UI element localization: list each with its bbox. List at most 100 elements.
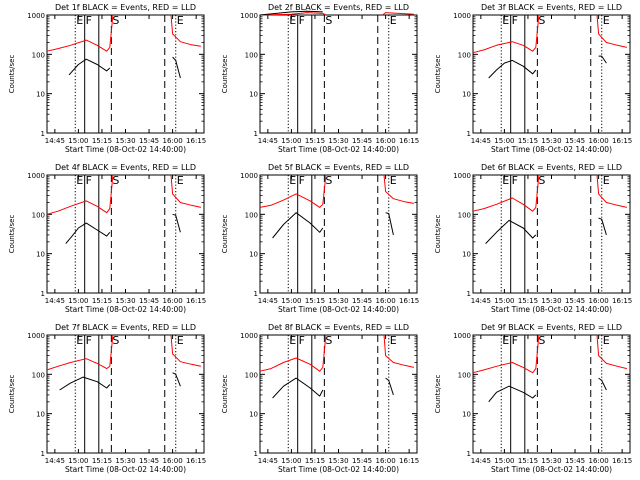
lld-series-line (259, 193, 324, 208)
time-marker-label: S (112, 14, 119, 27)
detector-panel: Det 6f BLACK = Events, RED = LLD 1 10 100 10… (434, 163, 632, 314)
time-marker-label: E (289, 174, 296, 187)
x-tick-label: 16:15 (399, 137, 419, 145)
events-series-line (272, 212, 324, 239)
y-tick-label: 1 (467, 130, 471, 138)
y-tick-label: 10 (249, 91, 258, 99)
time-marker-label: E (390, 334, 397, 347)
x-tick-label: 15:30 (115, 137, 135, 145)
x-tick-label: 15:45 (565, 297, 585, 305)
x-tick-label: 15:00 (494, 137, 514, 145)
y-tick-label: 10 (462, 91, 471, 99)
x-tick-label: 16:00 (163, 137, 183, 145)
time-marker-label: F (299, 174, 305, 187)
lld-series-line (109, 14, 114, 48)
x-tick-label: 15:15 (305, 457, 325, 465)
time-marker-label: S (538, 174, 545, 187)
x-tick-label: 15:00 (68, 137, 88, 145)
time-marker-label: S (325, 334, 332, 347)
lld-series-line (383, 174, 414, 204)
time-marker-label: F (86, 14, 92, 27)
x-tick-label: 15:00 (494, 457, 514, 465)
time-marker-label: E (603, 174, 610, 187)
detector-panel: Det 5f BLACK = Events, RED = LLD 1 10 100 10… (221, 163, 419, 314)
y-tick-label: 100 (458, 51, 471, 59)
detector-panel: Det 9f BLACK = Events, RED = LLD 1 10 100 10… (434, 323, 632, 474)
x-tick-label: 16:15 (186, 297, 206, 305)
y-tick-label: 1 (254, 450, 258, 458)
y-tick-label: 1000 (27, 12, 45, 20)
x-tick-label: 14:45 (45, 297, 65, 305)
y-tick-label: 10 (36, 411, 45, 419)
plot-frame (46, 14, 205, 134)
time-marker-label: E (502, 334, 509, 347)
detector-panel: Det 8f BLACK = Events, RED = LLD 1 10 100 10… (221, 323, 419, 474)
x-tick-label: 15:00 (281, 457, 301, 465)
lld-series-line (596, 14, 628, 48)
x-axis-label: Start Time (08-Oct-02 14:40:00) (65, 305, 186, 314)
y-axis-label: Counts/sec (8, 375, 16, 414)
x-tick-label: 16:00 (376, 297, 396, 305)
x-tick-label: 15:00 (68, 297, 88, 305)
events-series-line (385, 377, 394, 396)
events-series-line (172, 213, 181, 233)
x-tick-label: 14:45 (258, 457, 278, 465)
plot-frame (46, 334, 205, 454)
x-axis-label: Start Time (08-Oct-02 14:40:00) (491, 465, 612, 474)
events-series-line (385, 212, 394, 236)
panel-title: Det 2f BLACK = Events, RED = LLD (268, 3, 409, 12)
x-tick-label: 16:00 (589, 457, 609, 465)
y-tick-label: 10 (462, 411, 471, 419)
time-marker-label: F (86, 174, 92, 187)
x-tick-label: 15:00 (281, 137, 301, 145)
x-tick-label: 15:30 (115, 297, 135, 305)
events-series-line (259, 10, 323, 16)
lld-series-line (259, 12, 323, 16)
lld-series-line (596, 334, 628, 370)
lld-series-line (109, 334, 114, 367)
x-tick-label: 14:45 (258, 297, 278, 305)
lld-series-line (382, 12, 414, 16)
y-tick-label: 100 (458, 371, 471, 379)
time-marker-label: S (112, 334, 119, 347)
lld-series-line (472, 362, 537, 374)
x-tick-label: 16:00 (589, 137, 609, 145)
events-series-line (598, 217, 607, 236)
y-axis-label: Counts/sec (221, 375, 229, 414)
time-marker-label: E (603, 14, 610, 27)
y-tick-label: 10 (249, 411, 258, 419)
time-marker-label: S (325, 174, 332, 187)
x-tick-label: 15:15 (518, 457, 538, 465)
x-axis-label: Start Time (08-Oct-02 14:40:00) (491, 305, 612, 314)
plot-frame (472, 14, 631, 134)
time-marker-label: E (390, 14, 397, 27)
x-tick-label: 15:15 (518, 137, 538, 145)
x-axis-label: Start Time (08-Oct-02 14:40:00) (278, 145, 399, 154)
panel-title: Det 8f BLACK = Events, RED = LLD (268, 323, 409, 332)
panel-title: Det 9f BLACK = Events, RED = LLD (481, 323, 622, 332)
events-series-line (59, 376, 111, 391)
time-marker-label: E (289, 14, 296, 27)
y-tick-label: 1000 (27, 332, 45, 340)
y-axis-label: Counts/sec (434, 375, 442, 414)
y-tick-label: 100 (32, 51, 45, 59)
lld-series-line (322, 174, 327, 205)
y-tick-label: 100 (245, 371, 258, 379)
x-axis-label: Start Time (08-Oct-02 14:40:00) (491, 145, 612, 154)
x-tick-label: 15:15 (305, 137, 325, 145)
y-tick-label: 1000 (240, 332, 258, 340)
y-tick-label: 1 (467, 290, 471, 298)
x-tick-label: 15:30 (541, 137, 561, 145)
y-tick-label: 100 (245, 51, 258, 59)
lld-series-line (170, 174, 202, 208)
x-tick-label: 15:45 (352, 297, 372, 305)
panel-title: Det 4f BLACK = Events, RED = LLD (55, 163, 196, 172)
time-marker-label: F (299, 14, 305, 27)
time-marker-label: S (112, 174, 119, 187)
events-series-line (172, 56, 181, 79)
y-axis-label: Counts/sec (221, 55, 229, 94)
y-tick-label: 10 (36, 91, 45, 99)
panel-title: Det 7f BLACK = Events, RED = LLD (55, 323, 196, 332)
x-tick-label: 16:00 (163, 457, 183, 465)
lld-series-line (535, 174, 540, 208)
